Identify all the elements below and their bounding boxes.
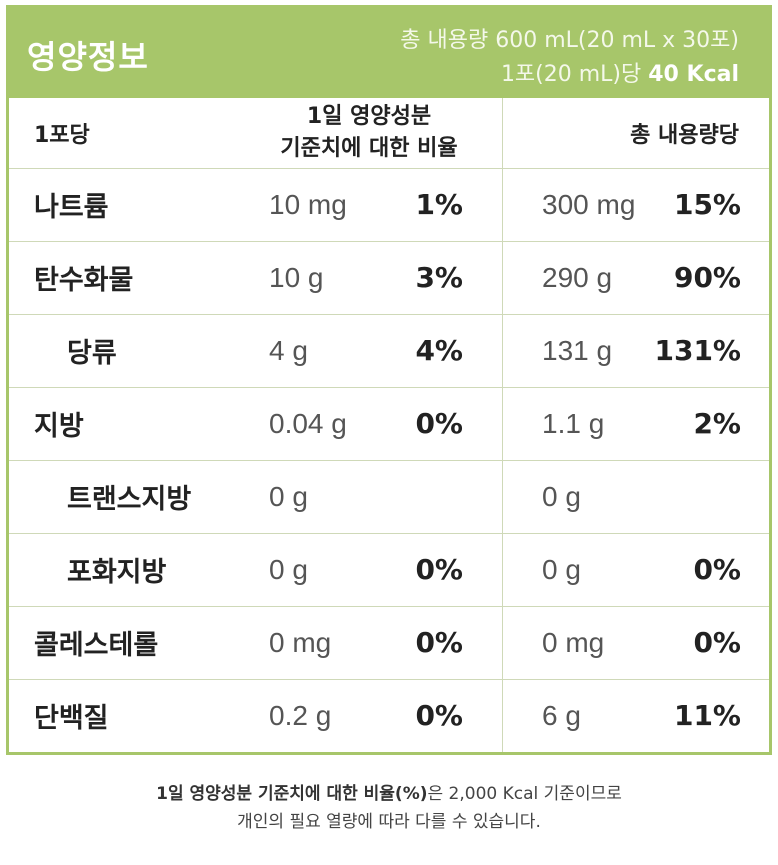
column-header-total: 총 내용량당 <box>630 123 739 148</box>
footnote: 1일 영양성분 기준치에 대한 비율(%)은 2,000 Kcal 기준이므로 … <box>0 780 778 836</box>
nutrient-row-saturated-fat: 포화지방 0 g 0% 0 g 0% <box>9 533 769 607</box>
total-daily-pct: 2% <box>693 407 741 440</box>
nutrient-name: 당류 <box>67 338 117 369</box>
column-divider <box>502 98 503 752</box>
nutrition-header: 영양정보 총 내용량 600 mL(20 mL x 30포) 1포(20 mL)… <box>9 8 769 98</box>
nutrition-title: 영양정보 <box>27 38 149 76</box>
nutrient-name: 포화지방 <box>67 557 167 588</box>
nutrient-row-fat: 지방 0.04 g 0% 1.1 g 2% <box>9 387 769 461</box>
total-amount: 6 g <box>542 699 581 731</box>
serving-amount: 10 mg <box>269 188 347 220</box>
serving-amount: 0 mg <box>269 626 332 658</box>
total-daily-pct: 90% <box>673 261 741 294</box>
serving-daily-pct: 4% <box>415 334 463 367</box>
nutrient-row-carbohydrate: 탄수화물 10 g 3% 290 g 90% <box>9 241 769 315</box>
nutrition-facts-panel: 영양정보 총 내용량 600 mL(20 mL x 30포) 1포(20 mL)… <box>6 5 772 755</box>
total-amount: 131 g <box>542 334 613 366</box>
total-amount: 1.1 g <box>542 407 605 439</box>
per-serving-prefix: 1포(20 mL)당 <box>500 62 649 87</box>
total-amount: 0 g <box>542 480 581 512</box>
serving-amount: 0 g <box>269 553 308 585</box>
nutrient-name: 트랜스지방 <box>67 484 192 515</box>
nutrient-name: 탄수화물 <box>34 265 134 296</box>
total-daily-pct: 0% <box>693 626 741 659</box>
nutrient-row-sugars: 당류 4 g 4% 131 g 131% <box>9 314 769 388</box>
serving-daily-pct: 0% <box>415 626 463 659</box>
footnote-rest: 은 2,000 Kcal 기준이므로 <box>427 784 622 804</box>
nutrient-row-sodium: 나트륨 10 mg 1% 300 mg 15% <box>9 168 769 242</box>
column-header-daily-ratio: 1일 영양성분 기준치에 대한 비율 <box>249 98 489 168</box>
nutrient-row-trans-fat: 트랜스지방 0 g 0 g <box>9 460 769 534</box>
per-serving-kcal: 40 Kcal <box>648 62 739 87</box>
column-header-serving: 1포당 <box>34 123 90 148</box>
serving-daily-pct: 1% <box>415 188 463 221</box>
total-content-label: 총 내용량 600 mL(20 mL x 30포) <box>400 28 739 53</box>
serving-amount: 4 g <box>269 334 308 366</box>
serving-daily-pct <box>369 460 463 533</box>
total-daily-pct <box>629 460 741 533</box>
total-daily-pct: 15% <box>673 188 741 221</box>
serving-daily-pct: 3% <box>415 261 463 294</box>
total-amount: 290 g <box>542 261 613 293</box>
nutrient-name: 콜레스테롤 <box>34 630 159 661</box>
serving-amount: 0.04 g <box>269 407 347 439</box>
total-daily-pct: 131% <box>654 334 741 367</box>
column-header-daily-line1: 1일 영양성분 <box>306 104 432 129</box>
total-daily-pct: 0% <box>693 553 741 586</box>
serving-amount: 0 g <box>269 480 308 512</box>
nutrient-row-cholesterol: 콜레스테롤 0 mg 0% 0 mg 0% <box>9 606 769 680</box>
total-daily-pct: 11% <box>673 699 741 732</box>
serving-daily-pct: 0% <box>415 553 463 586</box>
serving-amount: 10 g <box>269 261 324 293</box>
serving-daily-pct: 0% <box>415 407 463 440</box>
total-amount: 0 g <box>542 553 581 585</box>
nutrient-name: 단백질 <box>34 703 109 734</box>
serving-daily-pct: 0% <box>415 699 463 732</box>
column-header-row: 1포당 1일 영양성분 기준치에 대한 비율 총 내용량당 <box>9 98 769 169</box>
column-header-daily-line2: 기준치에 대한 비율 <box>280 136 458 161</box>
total-amount: 0 mg <box>542 626 605 658</box>
total-amount: 300 mg <box>542 188 636 220</box>
nutrient-row-protein: 단백질 0.2 g 0% 6 g 11% <box>9 679 769 752</box>
footnote-bold: 1일 영양성분 기준치에 대한 비율(%) <box>156 784 428 804</box>
nutrient-name: 나트륨 <box>34 192 109 223</box>
footnote-line2: 개인의 필요 열량에 따라 다를 수 있습니다. <box>237 812 541 832</box>
nutrient-name: 지방 <box>34 411 84 442</box>
serving-amount: 0.2 g <box>269 699 332 731</box>
footnote-line1: 1일 영양성분 기준치에 대한 비율(%)은 2,000 Kcal 기준이므로 <box>0 780 778 808</box>
per-serving-label: 1포(20 mL)당 40 Kcal <box>501 56 739 88</box>
